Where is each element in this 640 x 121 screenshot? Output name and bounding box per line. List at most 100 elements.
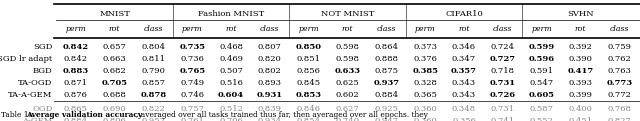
Text: 0.417: 0.417 [567, 67, 594, 75]
Text: 0.853: 0.853 [296, 91, 322, 99]
Text: 0.765: 0.765 [179, 67, 205, 75]
Text: rot: rot [575, 25, 586, 33]
Text: 0.602: 0.602 [336, 91, 359, 99]
Text: 0.839: 0.839 [258, 105, 282, 113]
Text: 0.846: 0.846 [297, 105, 321, 113]
Text: class: class [260, 25, 280, 33]
Text: 0.718: 0.718 [491, 67, 515, 75]
Text: 0.688: 0.688 [102, 91, 127, 99]
Text: 0.773: 0.773 [606, 79, 632, 87]
Text: 0.598: 0.598 [335, 43, 360, 51]
Text: 0.806: 0.806 [102, 117, 127, 121]
Text: class: class [609, 25, 629, 33]
Text: TA-A-GEM: TA-A-GEM [8, 91, 52, 99]
Text: 0.469: 0.469 [219, 55, 243, 63]
Text: perm: perm [415, 25, 436, 33]
Text: 0.736: 0.736 [180, 55, 204, 63]
Text: 0.925: 0.925 [374, 105, 398, 113]
Text: rot: rot [458, 25, 470, 33]
Text: 0.845: 0.845 [296, 79, 321, 87]
Text: BGD: BGD [33, 67, 52, 75]
Text: 0.547: 0.547 [529, 79, 554, 87]
Text: 0.682: 0.682 [102, 67, 127, 75]
Text: 0.735: 0.735 [179, 43, 205, 51]
Text: 0.365: 0.365 [413, 91, 437, 99]
Text: 0.827: 0.827 [607, 117, 631, 121]
Text: 0.790: 0.790 [141, 67, 165, 75]
Text: perm: perm [531, 25, 552, 33]
Text: 0.763: 0.763 [607, 67, 631, 75]
Text: 0.468: 0.468 [219, 43, 243, 51]
Text: 0.390: 0.390 [568, 55, 593, 63]
Text: 0.360: 0.360 [413, 105, 437, 113]
Text: CIFAR10: CIFAR10 [445, 10, 483, 18]
Text: 0.842: 0.842 [64, 55, 88, 63]
Text: 0.851: 0.851 [297, 55, 321, 63]
Text: 0.657: 0.657 [102, 43, 127, 51]
Text: 0.746: 0.746 [180, 91, 204, 99]
Text: 0.347: 0.347 [452, 55, 476, 63]
Text: 0.822: 0.822 [141, 105, 165, 113]
Text: 0.705: 0.705 [102, 79, 127, 87]
Text: rot: rot [109, 25, 120, 33]
Text: 0.876: 0.876 [64, 91, 88, 99]
Text: 0.931: 0.931 [257, 91, 283, 99]
Text: 0.854: 0.854 [296, 117, 321, 121]
Text: 0.392: 0.392 [568, 43, 593, 51]
Text: perm: perm [182, 25, 203, 33]
Text: 0.772: 0.772 [607, 91, 631, 99]
Text: 0.706: 0.706 [219, 117, 243, 121]
Text: 0.856: 0.856 [297, 67, 321, 75]
Text: 0.807: 0.807 [258, 43, 282, 51]
Text: A-GEM: A-GEM [22, 117, 52, 121]
Text: NOT MNIST: NOT MNIST [321, 10, 374, 18]
Text: rot: rot [342, 25, 353, 33]
Text: 0.857: 0.857 [141, 79, 165, 87]
Text: SGD: SGD [33, 43, 52, 51]
Text: 0.360: 0.360 [413, 117, 437, 121]
Text: 0.512: 0.512 [219, 105, 243, 113]
Text: 0.850: 0.850 [296, 43, 322, 51]
Text: 0.346: 0.346 [452, 43, 476, 51]
Text: Fashion MNIST: Fashion MNIST [198, 10, 264, 18]
Text: 0.690: 0.690 [102, 105, 127, 113]
Text: 0.516: 0.516 [219, 79, 243, 87]
Text: 0.937: 0.937 [373, 79, 399, 87]
Text: 0.625: 0.625 [335, 79, 360, 87]
Text: 0.605: 0.605 [529, 91, 555, 99]
Text: class: class [376, 25, 396, 33]
Text: 0.952: 0.952 [141, 117, 165, 121]
Text: 0.598: 0.598 [335, 55, 360, 63]
Text: 0.934: 0.934 [258, 117, 282, 121]
Text: 0.400: 0.400 [568, 105, 593, 113]
Text: 0.741: 0.741 [491, 117, 515, 121]
Text: perm: perm [65, 25, 86, 33]
Text: 0.731: 0.731 [490, 79, 516, 87]
Text: perm: perm [298, 25, 319, 33]
Text: 0.376: 0.376 [413, 55, 437, 63]
Text: 0.348: 0.348 [452, 105, 476, 113]
Text: rot: rot [225, 25, 237, 33]
Text: 0.842: 0.842 [63, 43, 89, 51]
Text: 0.399: 0.399 [568, 91, 593, 99]
Text: class: class [143, 25, 163, 33]
Text: 0.633: 0.633 [335, 67, 360, 75]
Text: 0.757: 0.757 [180, 105, 204, 113]
Text: 0.820: 0.820 [258, 55, 282, 63]
Text: 0.731: 0.731 [491, 105, 515, 113]
Text: SVHN: SVHN [567, 10, 594, 18]
Text: 0.727: 0.727 [490, 55, 516, 63]
Text: 0.884: 0.884 [63, 117, 88, 121]
Text: , averaged over all tasks trained thus far, then averaged over all epochs. they: , averaged over all tasks trained thus f… [136, 111, 428, 119]
Text: OGD: OGD [32, 105, 52, 113]
Text: 0.604: 0.604 [218, 91, 244, 99]
Text: 0.802: 0.802 [258, 67, 282, 75]
Text: 0.768: 0.768 [607, 105, 631, 113]
Text: 0.761: 0.761 [180, 117, 204, 121]
Text: 0.888: 0.888 [374, 55, 398, 63]
Text: 0.864: 0.864 [374, 43, 398, 51]
Text: 0.356: 0.356 [452, 117, 476, 121]
Text: 0.596: 0.596 [529, 55, 555, 63]
Text: 0.663: 0.663 [102, 55, 127, 63]
Text: MNIST: MNIST [99, 10, 130, 18]
